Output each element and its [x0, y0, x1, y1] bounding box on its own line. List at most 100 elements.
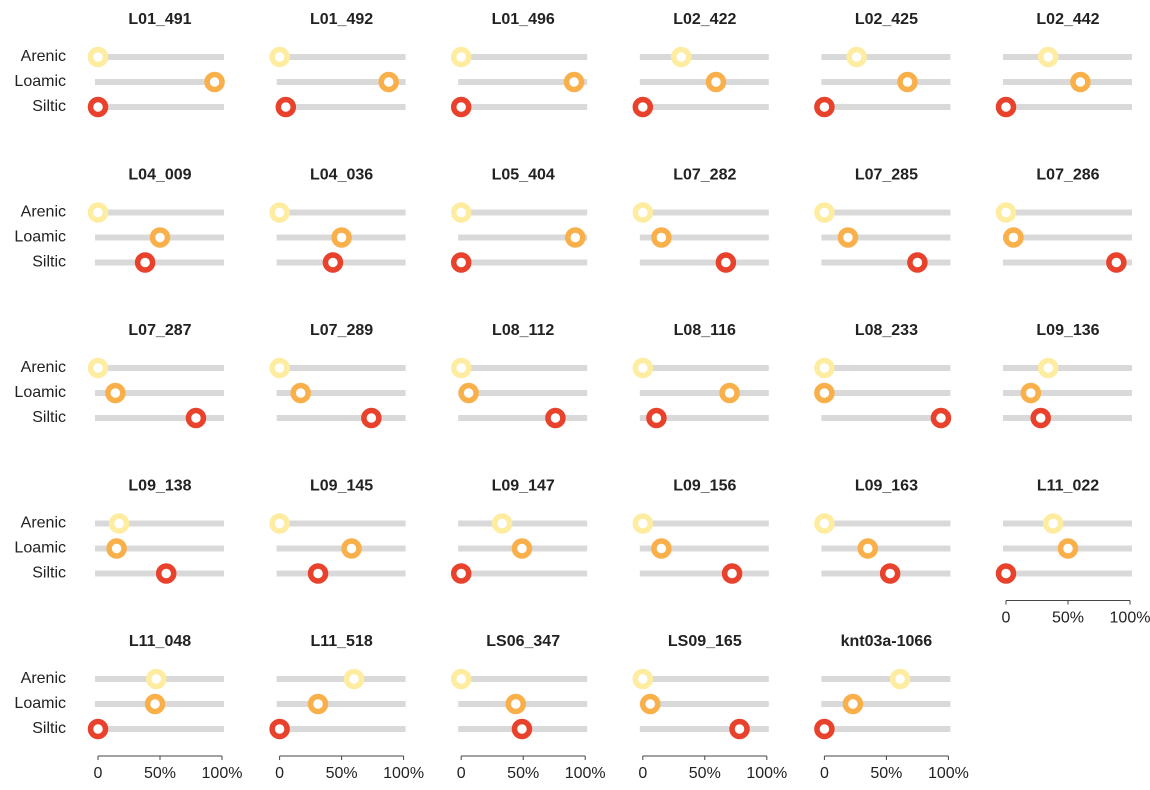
dot: [511, 718, 533, 740]
track: [458, 54, 588, 60]
track: [821, 520, 951, 527]
panel-title: L09_163: [855, 478, 918, 495]
dot: [450, 46, 472, 68]
dot: [563, 71, 585, 93]
dot: [842, 693, 864, 715]
dot: [814, 718, 835, 740]
panel-title: L05_404: [492, 167, 555, 184]
y-tick-label: Siltic: [32, 254, 66, 271]
dot: [491, 513, 513, 534]
x-tick-label: 0: [457, 765, 466, 782]
track: [458, 676, 588, 682]
track: [639, 520, 769, 527]
track: [95, 79, 224, 85]
dot: [1057, 538, 1079, 559]
y-tick-label: Arenic: [21, 515, 66, 532]
dot: [670, 46, 692, 68]
track: [276, 726, 406, 732]
track: [458, 390, 588, 396]
panel-title: L07_286: [1036, 167, 1099, 184]
track: [276, 545, 406, 552]
dot: [269, 202, 290, 223]
x-tick-label: 50%: [870, 765, 902, 782]
dot: [378, 71, 399, 93]
dot: [930, 407, 952, 429]
panel-title: L04_036: [310, 167, 373, 184]
y-tick-label: Loamic: [14, 384, 66, 401]
dot: [646, 407, 667, 429]
track: [821, 365, 951, 371]
dot: [204, 71, 225, 93]
x-tick-label: 0: [820, 765, 829, 782]
panel-title: L09_156: [673, 478, 736, 495]
dot: [879, 563, 901, 584]
track: [821, 701, 951, 707]
x-tick-label: 50%: [1052, 610, 1084, 627]
track: [1003, 104, 1132, 110]
dot: [105, 382, 126, 404]
track: [1003, 520, 1132, 527]
track: [458, 365, 588, 371]
dot: [341, 538, 362, 559]
track: [821, 415, 951, 421]
dot: [361, 407, 382, 429]
dot: [907, 252, 928, 273]
x-tick-label: 0: [94, 765, 103, 782]
dot: [450, 563, 472, 584]
dot: [307, 693, 329, 715]
panel-title: L08_112: [492, 322, 554, 339]
track: [639, 726, 769, 732]
y-tick-label: Arenic: [21, 670, 66, 687]
track: [95, 390, 224, 396]
dot: [814, 96, 835, 118]
x-tick-label: 100%: [928, 765, 969, 782]
track: [1003, 234, 1132, 241]
track: [458, 259, 588, 266]
track: [458, 415, 588, 421]
x-tick-label: 0: [1002, 610, 1011, 627]
panel-title: knt03a-1066: [841, 633, 933, 650]
x-tick-label: 100%: [565, 765, 606, 782]
track: [276, 676, 406, 682]
x-tick-label: 100%: [383, 765, 424, 782]
dot: [450, 668, 472, 690]
panel-title: L07_287: [128, 322, 191, 339]
track: [276, 209, 406, 216]
y-tick-label: Arenic: [21, 48, 66, 65]
dot: [857, 538, 879, 559]
dot: [87, 96, 109, 118]
dot: [814, 357, 835, 379]
dot: [565, 227, 586, 248]
track: [458, 209, 588, 216]
track: [95, 415, 224, 421]
panel-title: L02_425: [855, 11, 918, 28]
dot: [269, 357, 290, 379]
y-tick-label: Siltic: [32, 98, 66, 115]
dot: [729, 718, 750, 740]
track: [276, 520, 406, 527]
dot: [269, 513, 290, 534]
track: [821, 104, 951, 110]
track: [821, 54, 951, 60]
dot: [705, 71, 727, 93]
panel-title: L07_282: [673, 167, 736, 184]
dot: [719, 382, 740, 404]
panel-title: L02_442: [1036, 11, 1099, 28]
dot: [458, 382, 479, 404]
dot: [185, 407, 207, 429]
dot: [715, 252, 737, 273]
panel-title: L07_289: [310, 322, 373, 339]
dot: [450, 202, 472, 223]
track: [821, 676, 951, 682]
panel-title: L11_022: [1037, 478, 1099, 495]
dot: [1030, 407, 1051, 429]
track: [639, 259, 769, 266]
dot: [87, 718, 109, 740]
y-tick-label: Siltic: [32, 720, 66, 737]
track: [639, 234, 769, 241]
track: [95, 209, 224, 216]
panel-title: L11_048: [129, 633, 191, 650]
dot: [995, 563, 1017, 584]
dot: [106, 538, 127, 559]
dot: [511, 538, 533, 559]
